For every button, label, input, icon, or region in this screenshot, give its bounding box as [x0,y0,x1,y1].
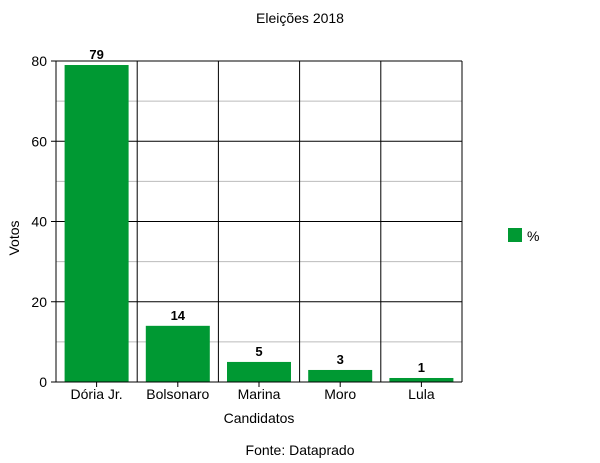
data-label: 1 [418,360,425,375]
x-tick-label: Marina [238,386,281,402]
legend-label: % [527,228,539,244]
x-tick-label: Dória Jr. [71,386,123,402]
bar [145,325,210,382]
y-ticks: 0 20 40 60 80 [31,53,56,390]
y-axis-label: Votos [6,220,22,255]
y-tick-label: 60 [31,133,47,149]
y-tick-label: 0 [39,374,47,390]
data-label: 14 [171,308,186,323]
data-label: 79 [89,47,103,62]
x-ticks: Dória Jr. Bolsonaro Marina Moro Lula [71,382,435,402]
data-label: 5 [255,344,262,359]
bar [308,369,373,382]
data-label: 3 [337,352,344,367]
x-tick-label: Moro [324,386,356,402]
chart-title: Eleições 2018 [256,10,344,26]
legend: % [508,228,539,244]
y-tick-label: 20 [31,294,47,310]
y-tick-label: 80 [31,53,47,69]
bar [389,377,454,382]
x-axis-label: Candidatos [224,410,295,426]
legend-swatch [508,228,522,242]
bar [64,65,129,382]
y-tick-label: 40 [31,214,47,230]
bars: 79 14 5 3 1 [64,47,454,382]
x-tick-label: Bolsonaro [146,386,209,402]
source-note: Fonte: Dataprado [246,442,355,458]
bar [227,361,291,382]
x-tick-label: Lula [408,386,435,402]
